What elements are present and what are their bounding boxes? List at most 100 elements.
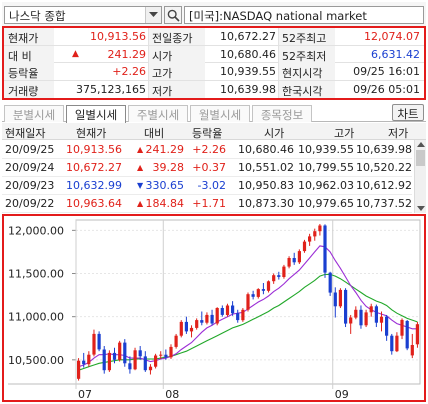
- local-time-label: 현지시각: [282, 67, 323, 80]
- cell-change: 184.84: [145, 197, 185, 210]
- candle-body: [143, 356, 147, 371]
- candle-body: [400, 319, 404, 336]
- cell-high: 10,979.65: [298, 197, 354, 210]
- candle-body: [169, 346, 173, 358]
- current-price-label: 현재가: [8, 32, 39, 45]
- price-chart-panel: 12,000.00 11,500.00 11,000.00 10,500.00 07 08…: [2, 214, 426, 402]
- search-bar: 나스닥 종합 [미국]:NASDAQ national market: [2, 2, 426, 26]
- up-triangle-icon: ▲: [72, 48, 79, 59]
- candle-body: [297, 251, 301, 263]
- daily-price-table: 현재일자 현재가 대비 등락율 시가 고가 저가 20/09/25 10,913.…: [2, 123, 426, 213]
- tab-weekly[interactable]: 주별시세: [128, 105, 188, 122]
- table-row[interactable]: 20/09/22 10,963.64 184.84 +1.71 10,873.30 10,…: [2, 195, 412, 213]
- candle-body: [77, 360, 81, 379]
- table-scrollbar[interactable]: [414, 140, 426, 213]
- quote-row-1: 현재가 10,913.56 전일종가 10,672.27 52주최고 12,07…: [4, 28, 424, 46]
- cell-date: 20/09/25: [5, 143, 55, 156]
- candle-body: [287, 258, 291, 267]
- cell-high: 10,799.55: [298, 161, 354, 174]
- w52-low-label: 52주최저: [282, 49, 327, 63]
- open-label: 시가: [152, 49, 173, 63]
- table-row[interactable]: 20/09/25 10,913.56 241.29 +2.26 10,680.46 10,…: [2, 141, 412, 159]
- chart-button[interactable]: 차트: [392, 104, 424, 121]
- candle-body: [133, 350, 137, 370]
- candle-body: [246, 294, 250, 310]
- header-price: 현재가: [76, 127, 107, 140]
- candle-body: [174, 335, 178, 347]
- candle-body: [333, 292, 337, 307]
- candle-body: [277, 275, 281, 277]
- table-row[interactable]: 20/09/23 10,632.99 330.65 -3.02 10,950.83 10,…: [2, 177, 412, 195]
- x-tick-label: 09: [335, 388, 349, 400]
- chevron-down-icon[interactable]: [145, 7, 161, 23]
- candle-body: [200, 320, 204, 323]
- candle-body: [395, 335, 399, 352]
- cell-change: 330.65: [145, 179, 185, 192]
- candle-body: [410, 345, 414, 356]
- kr-time-label: 한국시각: [282, 84, 323, 98]
- tab-info[interactable]: 종목정보: [252, 105, 312, 122]
- cell-low: 10,520.22: [356, 161, 412, 174]
- up-triangle-icon: ▲: [137, 163, 144, 172]
- index-name: 나스닥 종합: [9, 9, 66, 23]
- quote-row-4: 거래량 375,123,165 저가 10,639.98 한국시각 09/26 …: [4, 80, 424, 99]
- candle-body: [225, 305, 230, 315]
- index-selector[interactable]: 나스닥 종합: [4, 6, 162, 24]
- search-button[interactable]: [164, 6, 182, 24]
- cell-price: 10,963.64: [66, 197, 122, 210]
- cell-price: 10,913.56: [66, 143, 122, 156]
- change-value: 241.29: [107, 47, 147, 61]
- header-change: 대비: [144, 127, 165, 140]
- tab-minute[interactable]: 분별시세: [4, 105, 64, 122]
- candle-body: [231, 305, 235, 314]
- scroll-up-icon: [417, 142, 425, 147]
- candle-body: [308, 236, 312, 242]
- candle-body: [374, 306, 378, 323]
- tab-daily[interactable]: 일별시세: [66, 105, 126, 123]
- x-tick-label: 07: [78, 388, 92, 400]
- open-value: 10,680.46: [220, 47, 276, 61]
- candle-body: [189, 327, 194, 332]
- candle-body: [328, 272, 332, 293]
- market-label-field: [미국]:NASDAQ national market: [184, 6, 424, 24]
- candle-body: [251, 294, 255, 297]
- x-tick-label: 08: [165, 388, 179, 400]
- candle-body: [164, 354, 168, 358]
- w52-low-value: 6,631.42: [371, 47, 420, 61]
- cell-high: 10,962.03: [298, 179, 354, 192]
- header-rate: 등락율: [192, 127, 223, 140]
- candle-body: [313, 231, 317, 237]
- candle-body: [349, 317, 353, 324]
- candle-body: [385, 316, 389, 336]
- table-row[interactable]: 20/09/24 10,672.27 39.28 +0.37 10,551.02 10,7…: [2, 159, 412, 177]
- header-low: 저가: [388, 127, 409, 140]
- candle-body: [318, 225, 322, 232]
- y-tick-label: 11,000.00: [8, 311, 64, 324]
- scroll-thumb[interactable]: [416, 150, 425, 166]
- candle-body: [241, 309, 245, 321]
- candle-body: [205, 314, 209, 323]
- candlestick-chart[interactable]: 12,000.00 11,500.00 11,000.00 10,500.00 07 08…: [4, 216, 424, 400]
- volume-value: 375,123,165: [76, 82, 146, 96]
- candle-body: [282, 266, 286, 277]
- quote-row-3: 등락율 +2.26 고가 10,939.55 현지시각 09/25 16:01: [4, 63, 424, 81]
- rate-label: 등락율: [8, 67, 39, 80]
- candle-body: [266, 281, 271, 291]
- candle-body: [292, 258, 296, 263]
- rate-value: +2.26: [112, 65, 146, 78]
- candle-body: [159, 354, 163, 356]
- candle-body: [369, 306, 373, 313]
- candle-body: [415, 324, 419, 345]
- tab-monthly[interactable]: 월별시세: [190, 105, 250, 122]
- candle-body: [118, 342, 122, 360]
- volume-label: 거래량: [8, 84, 39, 98]
- candle-body: [405, 321, 409, 349]
- low-label: 저가: [152, 84, 173, 98]
- high-label: 고가: [152, 67, 173, 80]
- candle-body: [390, 335, 394, 352]
- scroll-down-icon: [417, 206, 425, 211]
- high-value: 10,939.55: [220, 65, 276, 78]
- cell-open: 10,950.83: [238, 179, 294, 192]
- cell-low: 10,612.92: [356, 179, 412, 192]
- cell-rate: -3.02: [197, 179, 226, 192]
